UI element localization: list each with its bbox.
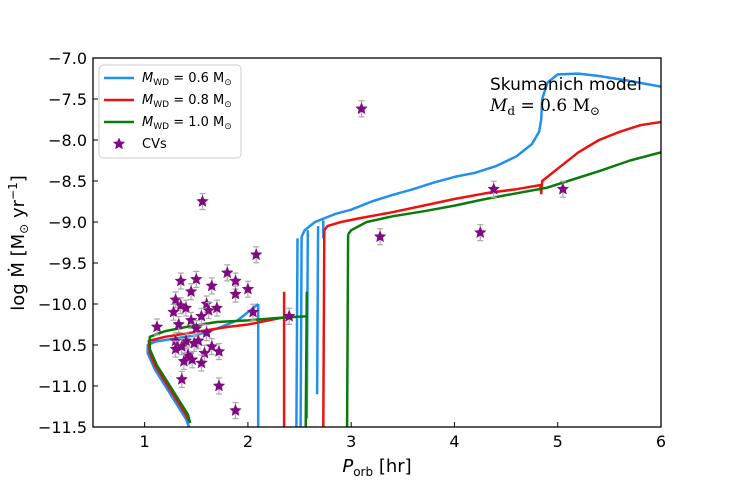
cv-point-14 [189,270,203,288]
legend-box [98,64,242,159]
cv-point-36 [212,342,226,361]
legend: MWD = 0.6 M⊙ MWD = 0.8 M⊙ MWD = 1.0 M⊙ C… [98,64,242,159]
annotation-line1: Skumanich model [490,75,642,95]
legend-entry-3: CVs [142,137,167,152]
cv-point-4 [473,224,487,242]
legend-entry-1: MWD = 0.8 M⊙ [142,93,232,110]
cv-point-2 [487,180,501,198]
cv-point-44 [169,340,182,358]
series-1-segment-3 [147,315,290,424]
cv-point-7 [282,307,296,325]
x-tick-label-3: 4 [449,432,459,451]
cv-point-24 [210,299,224,317]
cv-point-25 [195,307,208,325]
x-tick-labels: 1 2 3 4 5 6 [140,432,667,451]
cv-point-9 [150,318,164,336]
series-0-segment-0 [300,72,661,238]
y-axis-label: log Ṁ [M⊙ yr−1] [6,175,31,311]
cv-point-0 [355,100,368,118]
cv-point-35 [205,338,219,356]
cv-point-18 [229,285,242,303]
x-tick-label-5: 6 [656,432,666,451]
y-tick-label-0: −11.5 [38,418,87,437]
legend-swatch-3 [112,137,126,150]
y-tick-label-7: −8.0 [48,131,87,150]
x-tick-label-1: 2 [243,432,253,451]
y-tick-label-6: −8.5 [48,172,87,191]
cv-point-39 [185,351,199,369]
cv-point-26 [184,311,198,329]
y-tick-label-4: −9.5 [48,254,87,273]
plot-frame [92,57,662,428]
y-tick-label-2: −10.5 [38,336,87,355]
y-tick-label-5: −9.0 [48,213,87,232]
series-1-segment-1 [322,230,326,427]
cv-point-41 [175,370,189,389]
series-2-segment-0 [347,151,661,236]
x-tick-label-0: 1 [140,432,150,451]
series-2-segment-2 [304,291,309,427]
cv-point-17 [184,283,198,301]
series-0-segment-4 [315,226,320,395]
series-0-segment-2 [295,238,299,427]
annotation-line2: Md = 0.6 M⊙ [489,96,600,118]
cv-point-43 [229,402,242,420]
cv-points-layer [150,100,570,420]
series-1-segment-0 [323,120,661,231]
y-tick-label-9: −7.0 [48,49,87,68]
series-2-segment-3 [148,315,307,424]
y-tick-label-1: −11.0 [38,377,87,396]
x-axis-label: Porb [hr] [342,456,411,479]
cv-point-40 [195,354,208,372]
y-tick-labels: −11.5 −11.0 −10.5 −10.0 −9.5 −9.0 −8.5 −8.0 −7.5… [38,49,87,437]
y-tick-label-8: −7.5 [48,90,87,109]
cv-point-42 [212,377,226,395]
cv-point-8 [246,303,260,321]
series-2-segment-1 [345,234,350,427]
cv-point-3 [556,180,570,198]
cv-point-15 [174,272,188,290]
cv-point-29 [200,324,213,342]
annotation: Skumanich model Md = 0.6 M⊙ [489,75,642,118]
x-tick-label-2: 3 [346,432,356,451]
cv-point-5 [373,228,387,246]
y-tick-label-3: −10.0 [38,295,87,314]
cv-point-6 [249,246,263,264]
cv-point-13 [205,277,219,295]
cv-point-21 [179,299,193,317]
cv-point-10 [220,264,234,282]
cv-point-45 [191,332,205,350]
legend-entry-0: MWD = 0.6 M⊙ [142,71,232,88]
legend-entry-2: MWD = 1.0 M⊙ [142,115,232,132]
cv-point-12 [241,280,255,298]
series-0-segment-1 [299,236,303,427]
x-tick-label-4: 5 [553,432,563,451]
cv-point-1 [196,192,209,211]
cv-point-22 [167,303,180,321]
